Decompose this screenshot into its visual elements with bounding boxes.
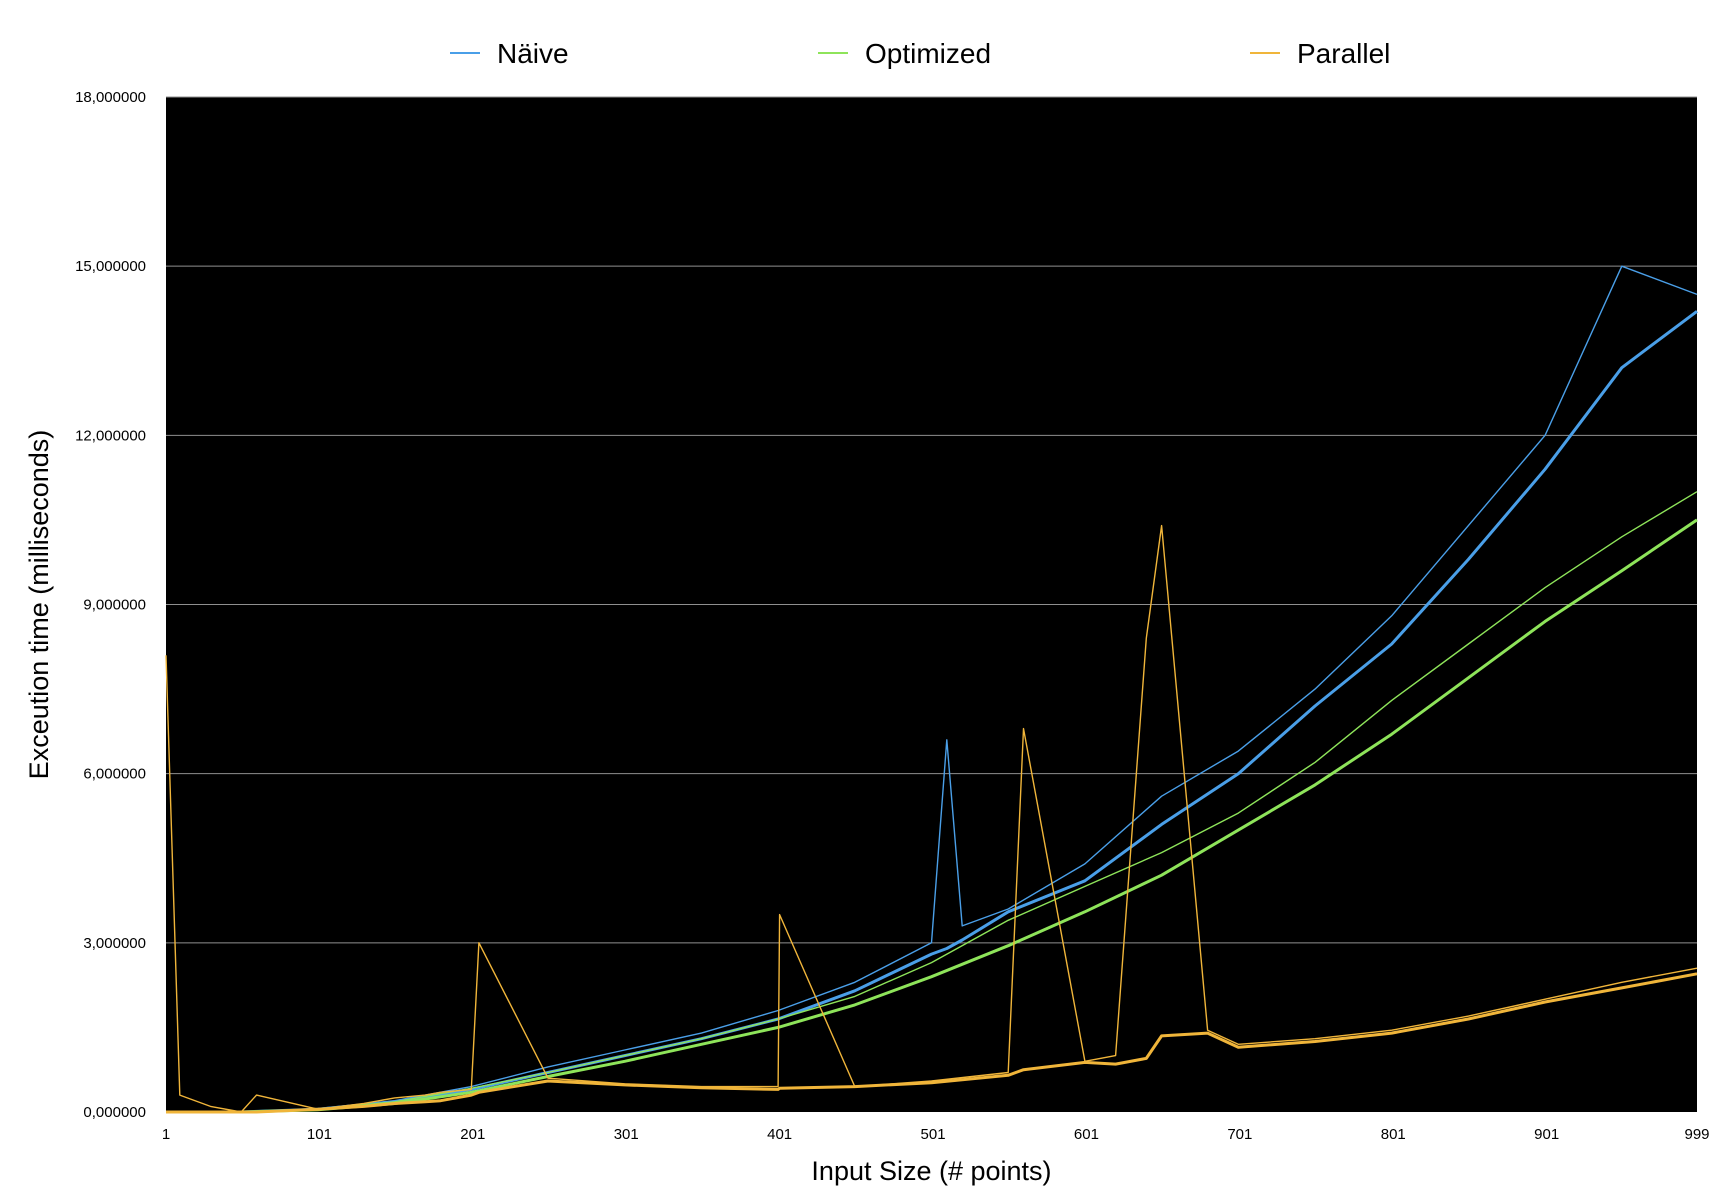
x-tick-label: 501 — [921, 1126, 946, 1143]
y-axis-ticks: 0,000000 3,000000 6,000000 9,000000 12,00000… — [75, 89, 146, 1121]
y-tick-label: 6,000000 — [83, 766, 146, 783]
grid-lines — [166, 96, 1697, 944]
legend-entry: Optimized — [818, 38, 991, 69]
legend: Näive Optimized Parallel — [450, 38, 1390, 69]
x-axis-ticks: 1 101 201 301 401 501 601 701 801 901 999 — [162, 1126, 1710, 1143]
x-tick-label: 301 — [614, 1126, 639, 1143]
legend-label: Optimized — [865, 38, 991, 69]
legend-label: Parallel — [1297, 38, 1390, 69]
y-tick-label: 3,000000 — [83, 935, 146, 952]
y-axis-title: Exceution time (milliseconds) — [24, 430, 54, 780]
x-tick-label: 999 — [1684, 1126, 1709, 1143]
series-line-parallel-trend — [166, 972, 1698, 1114]
x-tick-label: 1 — [162, 1126, 170, 1143]
legend-entry: Parallel — [1250, 38, 1390, 69]
x-tick-label: 201 — [460, 1126, 485, 1143]
series-line-optimized-raw — [166, 491, 1698, 1113]
y-tick-label: 0,000000 — [83, 1104, 146, 1121]
x-tick-label: 701 — [1227, 1126, 1252, 1143]
x-tick-label: 401 — [767, 1126, 792, 1143]
y-tick-label: 18,000000 — [75, 89, 146, 106]
legend-entry: Näive — [450, 38, 569, 69]
x-tick-label: 101 — [307, 1126, 332, 1143]
x-tick-label: 801 — [1381, 1126, 1406, 1143]
x-tick-label: 901 — [1534, 1126, 1559, 1143]
series-layer — [165, 265, 1698, 1114]
x-axis-title: Input Size (# points) — [811, 1156, 1051, 1186]
series-line-nive-trend — [166, 310, 1698, 1114]
x-tick-label: 601 — [1074, 1126, 1099, 1143]
series-line-optimized-trend — [166, 518, 1698, 1114]
y-tick-label: 12,000000 — [75, 427, 146, 444]
legend-label: Näive — [497, 38, 569, 69]
y-tick-label: 9,000000 — [83, 597, 146, 614]
y-tick-label: 15,000000 — [75, 258, 146, 275]
